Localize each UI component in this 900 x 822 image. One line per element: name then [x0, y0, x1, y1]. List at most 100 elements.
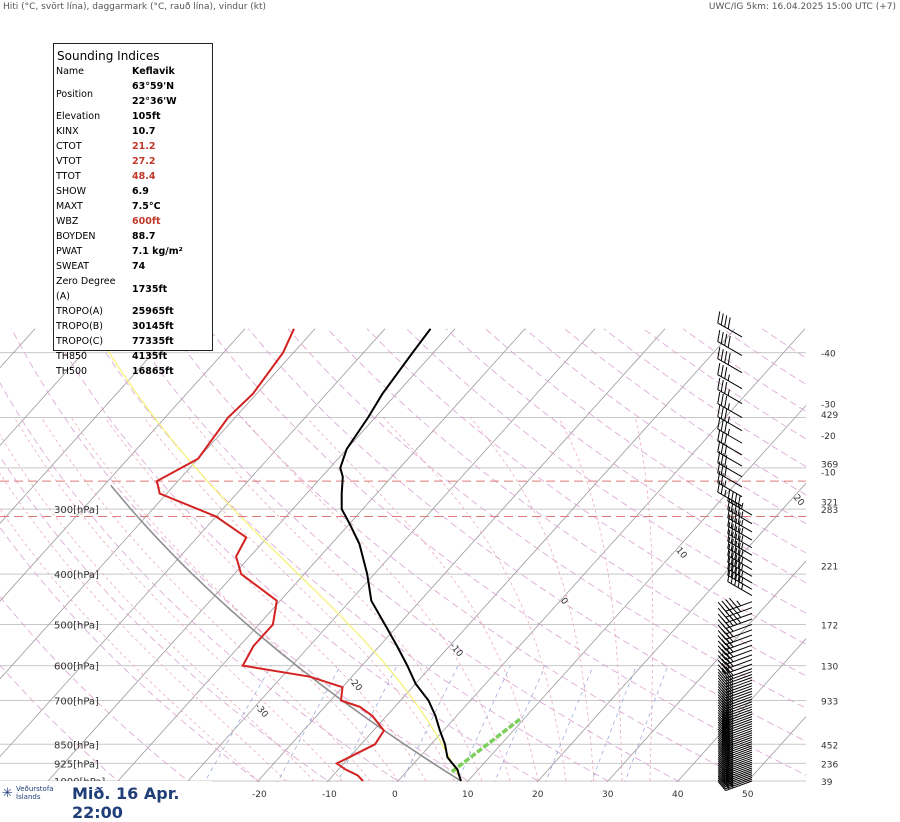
index-name: Elevation [56, 109, 132, 124]
index-value: 27.2 [132, 154, 212, 169]
logo-line1: Veðurstofa [16, 785, 54, 793]
index-value: 16865ft [132, 364, 212, 379]
dry-adiabat [486, 329, 900, 792]
index-value: 1735ft [132, 274, 212, 304]
moist-adiabat [383, 418, 566, 782]
isotherm [528, 329, 900, 792]
index-value: 48.4 [132, 169, 212, 184]
indices-row: TROPO(C)77335ft [56, 334, 212, 349]
index-name: MAXT [56, 199, 132, 214]
indices-row: Zero Degree (A)1735ft [56, 274, 212, 304]
height-label: 172 [821, 621, 838, 631]
index-value: 10.7 [132, 124, 212, 139]
moist-adiabat [41, 418, 370, 782]
dry-adiabat [0, 329, 273, 792]
index-name: PWAT [56, 244, 132, 259]
wind-barb [718, 630, 752, 651]
isotherm [738, 329, 900, 792]
isotherm [0, 329, 175, 792]
isotherm [668, 329, 900, 792]
temperature-tick: 20 [532, 790, 544, 800]
index-value: 74 [132, 259, 212, 274]
footer-bar: ✳ Veðurstofa Íslands Mið. 16 Apr. 22:00 [0, 781, 212, 808]
isotherm [108, 329, 525, 792]
dry-adiabat [0, 329, 131, 792]
height-label: 130 [821, 663, 838, 673]
temperature-tick: -10 [322, 790, 337, 800]
pressure-label: 400[hPa] [54, 570, 99, 581]
height-label: -40 [821, 350, 836, 360]
height-label: -10 [821, 469, 836, 479]
logo-icon: ✳ [2, 786, 13, 801]
isotherm [248, 329, 665, 792]
pressure-label: 600[hPa] [54, 662, 99, 673]
isotherm-label: -20 [346, 676, 363, 694]
mixing-ratio-line [490, 666, 545, 792]
pressure-label: 500[hPa] [54, 620, 99, 631]
dry-adiabat [209, 329, 841, 792]
moist-adiabat [71, 418, 398, 782]
index-value: 25965ft [132, 304, 212, 319]
indices-title: Sounding Indices [54, 44, 212, 64]
index-name: SWEAT [56, 259, 132, 274]
index-name: Zero Degree (A) [56, 274, 132, 304]
isotherm [0, 329, 385, 792]
height-label: 933 [821, 697, 838, 707]
index-value: 88.7 [132, 229, 212, 244]
height-label: 283 [821, 506, 838, 516]
dry-adiabat [762, 329, 900, 792]
dry-adiabat [407, 329, 900, 792]
index-value: 7.5°C [132, 199, 212, 214]
wind-barb [714, 363, 747, 389]
wind-barb [718, 645, 752, 666]
index-value: Keflavik [132, 64, 212, 79]
index-value: 21.2 [132, 139, 212, 154]
moist-adiabat [471, 418, 594, 782]
height-label: 429 [821, 411, 838, 421]
mixing-ratio-line [272, 666, 340, 792]
mixing-ratio-line [453, 666, 510, 792]
temperature-tick: 30 [602, 790, 614, 800]
dry-adiabat [170, 329, 770, 792]
mixing-ratio-line [332, 666, 397, 792]
isotherm [38, 329, 455, 792]
parcel-trace [100, 337, 461, 781]
dry-adiabat [249, 329, 900, 792]
index-value: 105ft [132, 109, 212, 124]
index-name: TROPO(B) [56, 319, 132, 334]
indices-row: TROPO(A)25965ft [56, 304, 212, 319]
index-value: 77335ft [132, 334, 212, 349]
index-name: WBZ [56, 214, 132, 229]
index-value: 7.1 kg/m² [132, 244, 212, 259]
index-name: KINX [56, 124, 132, 139]
moist-adiabat [15, 418, 343, 782]
height-label: -30 [821, 401, 836, 411]
isotherm [0, 329, 105, 792]
dry-adiabat [604, 329, 900, 792]
dry-adiabat [0, 329, 344, 792]
moist-adiabat [635, 418, 653, 782]
index-name: Position [56, 79, 132, 109]
mixing-ratio-line [588, 666, 637, 792]
valid-time-label: Mið. 16 Apr. 22:00 [72, 784, 212, 822]
dry-adiabat [51, 329, 557, 792]
index-value: 30145ft [132, 319, 212, 334]
isotherm-label: 20 [791, 493, 806, 508]
index-value: 600ft [132, 214, 212, 229]
height-label: 221 [821, 562, 838, 572]
mixing-ratio-line [542, 666, 594, 792]
index-value: 63°59'N 22°36'W [132, 79, 212, 109]
pressure-label: 300[hPa] [54, 505, 99, 516]
logo-line2: Íslands [16, 793, 40, 801]
pressure-label: 700[hPa] [54, 696, 99, 707]
wind-barb [718, 625, 752, 646]
